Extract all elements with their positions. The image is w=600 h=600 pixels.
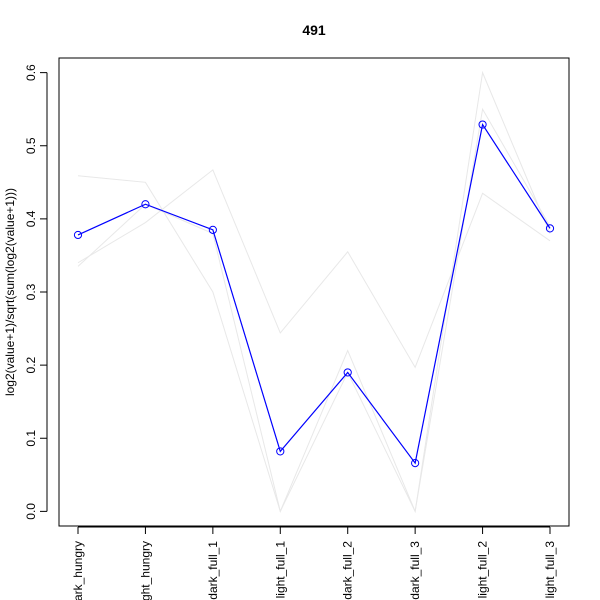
y-tick-label: 0.2 xyxy=(24,356,38,373)
y-tick-label: 0.3 xyxy=(24,283,38,300)
x-tick-label: dark_full_1 xyxy=(206,541,220,600)
y-axis-label: log2(value+1)/sqrt(sum(log2(value+1))) xyxy=(3,188,17,396)
y-tick-label: 0.0 xyxy=(24,503,38,520)
series-0-point xyxy=(141,200,150,209)
series-3-line xyxy=(77,169,551,369)
chart-title: 491 xyxy=(302,22,326,38)
x-tick-label: light_full_2 xyxy=(476,541,490,599)
series-0-point xyxy=(411,459,420,468)
series-0-point xyxy=(208,225,217,234)
x-axis: dark_hungry light_hungry dark_full_1 light_… xyxy=(71,526,557,600)
series-0-point xyxy=(276,447,285,456)
y-axis: 0.0 0.1 0.2 0.3 0.4 0.5 0.6 xyxy=(24,64,48,520)
series-0-point xyxy=(478,120,487,129)
series-2-line xyxy=(77,107,551,514)
y-tick-label: 0.5 xyxy=(24,137,38,154)
x-tick-label: dark_full_2 xyxy=(341,541,355,600)
x-tick-label: light_hungry xyxy=(138,541,152,600)
x-tick-label: light_full_3 xyxy=(543,541,557,599)
x-tick-label: light_full_1 xyxy=(273,541,287,599)
y-tick-label: 0.1 xyxy=(24,430,38,447)
plot-box xyxy=(58,57,570,527)
x-tick-label: dark_hungry xyxy=(71,541,85,600)
series-0-line xyxy=(77,122,551,465)
series-0-point xyxy=(343,368,352,377)
series-0-point xyxy=(73,230,83,240)
y-tick-label: 0.6 xyxy=(24,64,38,81)
y-tick-label: 0.4 xyxy=(24,210,38,227)
x-tick-label: dark_full_3 xyxy=(408,541,422,600)
series-1-line xyxy=(77,70,551,514)
series-0-point xyxy=(545,224,555,233)
